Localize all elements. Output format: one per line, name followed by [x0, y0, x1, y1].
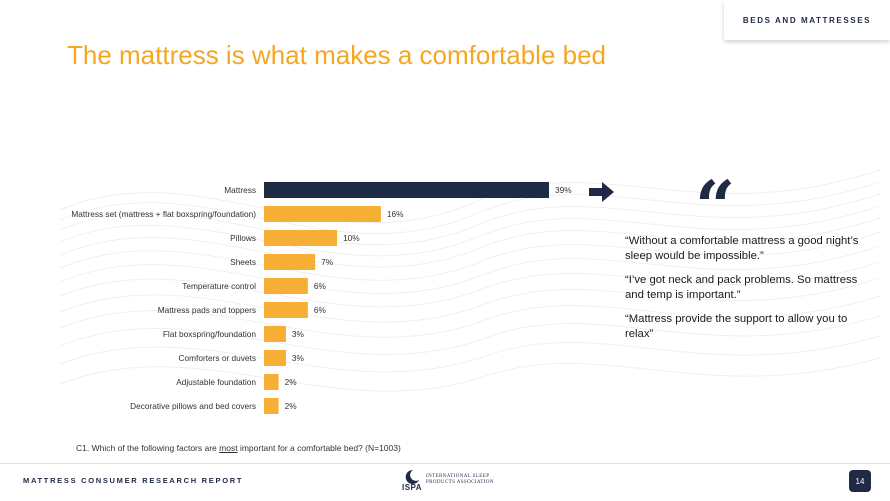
- category-label: Mattress pads and toppers: [158, 305, 256, 315]
- bar: [264, 254, 316, 270]
- arrow-right-icon: [589, 182, 614, 202]
- value-label: 2%: [285, 401, 298, 411]
- bar: [264, 206, 381, 222]
- category-label: Temperature control: [182, 281, 256, 291]
- page-title: The mattress is what makes a comfortable…: [67, 40, 607, 70]
- value-label: 6%: [314, 305, 327, 315]
- logo-line: PRODUCTS ASSOCIATION: [426, 479, 494, 485]
- category-label: Adjustable foundation: [176, 377, 256, 387]
- ispa-moon-logo-icon: ISPA: [402, 468, 422, 494]
- value-label: 3%: [292, 353, 305, 363]
- bar-chart: Mattress 39% Mattress set (mattress + flat…: [71, 182, 572, 414]
- survey-footnote: C1. Which of the following factors are m…: [76, 443, 401, 453]
- bar: [264, 398, 279, 414]
- quote-text: “I’ve got neck and pack problems. So mat…: [625, 274, 858, 301]
- bar: [264, 302, 308, 318]
- footer-report-title: MATTRESS CONSUMER RESEARCH REPORT: [23, 476, 244, 485]
- bar: [264, 350, 286, 366]
- value-label: 6%: [314, 281, 327, 291]
- category-label: Decorative pillows and bed covers: [130, 401, 256, 411]
- quote-text: “Mattress provide the support to allow y…: [625, 313, 848, 340]
- ispa-logo: ISPA INTERNATIONAL SLEEP PRODUCTS ASSOCI…: [402, 468, 494, 494]
- value-label: 2%: [285, 377, 298, 387]
- value-label: 39%: [555, 185, 572, 195]
- logo-line: INTERNATIONAL SLEEP: [426, 474, 490, 479]
- quotes-block: “Without a comfortable mattress a good n…: [625, 234, 865, 351]
- value-label: 3%: [292, 329, 305, 339]
- value-label: 10%: [343, 233, 360, 243]
- quote-text: “Without a comfortable mattress a good n…: [625, 235, 859, 262]
- bar: [264, 230, 338, 246]
- bar: [264, 374, 279, 390]
- bar: [264, 182, 549, 198]
- category-label: Mattress set (mattress + flat boxspring/…: [71, 209, 256, 219]
- page-number: 14: [849, 470, 871, 492]
- category-label: Comforters or duvets: [179, 353, 256, 363]
- section-label: BEDS AND MATTRESSES: [724, 0, 890, 40]
- bar: [264, 326, 286, 342]
- category-label: Flat boxspring/foundation: [163, 329, 257, 339]
- bar: [264, 278, 308, 294]
- category-label: Mattress: [224, 185, 256, 195]
- footnote-text: important for a comfortable bed? (N=1003…: [237, 443, 401, 453]
- footnote-text: C1. Which of the following factors are: [76, 443, 220, 453]
- quote-icon: “: [695, 165, 736, 248]
- category-label: Pillows: [230, 233, 256, 243]
- value-label: 16%: [387, 209, 404, 219]
- footer-divider: [0, 463, 890, 464]
- category-label: Sheets: [230, 257, 256, 267]
- logo-acronym: ISPA: [402, 483, 423, 492]
- footnote-emphasis: most: [219, 443, 238, 453]
- value-label: 7%: [321, 257, 334, 267]
